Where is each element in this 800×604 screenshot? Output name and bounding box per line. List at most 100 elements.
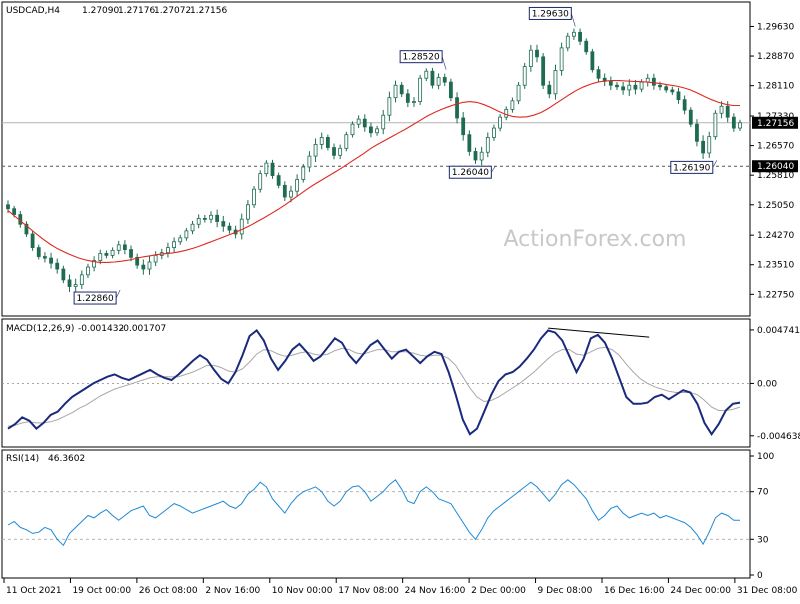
candle-body (553, 70, 558, 95)
candle-body (424, 70, 429, 79)
price-layer: 1.22860 1.28520 1.26040 1.29630 1.26190 (2, 6, 750, 305)
candle-body (135, 256, 140, 266)
macd-signal-line (7, 346, 741, 427)
candle-body (147, 261, 152, 270)
candle-body (701, 140, 705, 154)
candle-body (578, 31, 582, 42)
x-tick-label: 24 Nov 16:00 (405, 586, 466, 596)
candle-body (307, 155, 312, 168)
price-y-tick-label: 1.28110 (757, 82, 794, 92)
price-annotation-label: 1.29630 (532, 9, 569, 19)
candle-body (264, 162, 269, 175)
candle-body (36, 247, 41, 257)
candle-body (172, 241, 176, 248)
candle-body (227, 225, 232, 231)
price-annotation-label: 1.26190 (673, 163, 710, 173)
rsi-line (7, 479, 740, 547)
macd-panel[interactable] (1, 318, 751, 448)
price-header-low: 1.27072 (154, 6, 191, 16)
rsi-y-tick-label: 70 (757, 488, 769, 498)
candle-body (719, 105, 724, 114)
candle-body (252, 188, 256, 206)
candle-body (682, 99, 687, 111)
price-annotation-leader (571, 13, 576, 27)
candle-body (584, 40, 589, 53)
candle-body (258, 173, 263, 190)
x-tick-label: 26 Oct 08:00 (139, 586, 198, 596)
price-y-tick-label: 1.29630 (757, 22, 794, 32)
candle-body (651, 77, 656, 86)
candle-body (738, 122, 742, 129)
price-annotation-label: 1.26040 (452, 168, 489, 178)
candle-body (473, 151, 478, 161)
candle-body (676, 91, 681, 101)
candle-body (301, 166, 306, 180)
price-y-tick-label: 1.26570 (757, 142, 794, 152)
price-y-tick-label: 1.28870 (757, 52, 794, 62)
candle-body (55, 262, 60, 270)
candle-body (670, 89, 675, 93)
candle-body (61, 268, 66, 281)
candle-body (338, 147, 343, 156)
candle-body (713, 112, 718, 138)
candle-body (639, 81, 644, 90)
candle-body (590, 51, 595, 71)
price-header-open: 1.27090 (82, 6, 119, 16)
candle-body (596, 69, 601, 79)
current-price-tag: 1.27156 (757, 119, 794, 129)
x-tick-label: 19 Oct 00:00 (72, 586, 131, 596)
candle-body (86, 266, 90, 276)
price-header-symbol: USDCAD,H4 (6, 6, 60, 16)
candle-body (12, 208, 17, 215)
candle-body (166, 247, 170, 254)
candle-body (313, 144, 318, 157)
macd-layer (2, 327, 750, 437)
candle-body (129, 249, 133, 258)
candle-body (202, 217, 207, 220)
candle-body (541, 56, 546, 86)
macd-divergence-line (548, 327, 650, 338)
x-tick-label: 2 Dec 00:00 (471, 586, 526, 596)
candle-body (276, 175, 281, 186)
macd-y-tick-label: 0.004741 (757, 326, 800, 336)
macd-y-tick-label: 0.00 (757, 379, 777, 389)
candle-body (369, 126, 373, 134)
candle-body (116, 244, 121, 251)
candle-body (418, 77, 423, 102)
candle-body (196, 217, 201, 225)
candle-body (153, 254, 158, 263)
candle-body (289, 190, 293, 198)
candle-body (381, 114, 386, 130)
price-annotation-leader (712, 160, 718, 168)
current-price-tag-box (752, 116, 798, 129)
candle-body (209, 214, 213, 220)
candle-body (178, 237, 183, 243)
candle-body (688, 109, 693, 125)
candle-body (430, 70, 435, 86)
candle-body (387, 97, 392, 116)
rsi-header-value: 46.3602 (48, 454, 85, 464)
candle-body (725, 105, 730, 118)
price-panel[interactable] (1, 1, 751, 317)
candle-body (448, 81, 453, 99)
price-annotation-label: 1.28520 (403, 53, 440, 63)
candle-body (516, 84, 521, 102)
x-tick-label: 2 Nov 16:00 (205, 586, 260, 596)
price-y-tick-label: 1.25050 (757, 201, 794, 211)
candle-body (535, 49, 539, 58)
macd-header-label: MACD(12,26,9) (6, 324, 74, 334)
price-y-tick-label: 1.24270 (757, 231, 794, 241)
candle-body (362, 118, 367, 128)
rsi-y-tick-label: 30 (757, 535, 769, 545)
candle-body (633, 84, 638, 90)
support-level-tag-box (752, 160, 798, 173)
candle-body (122, 244, 127, 250)
candle-body (412, 101, 416, 103)
candle-body (615, 84, 619, 88)
rsi-panel[interactable] (1, 449, 751, 579)
candle-body (98, 253, 103, 261)
price-y-tick-label: 1.25810 (757, 171, 794, 181)
candle-body (695, 123, 699, 142)
